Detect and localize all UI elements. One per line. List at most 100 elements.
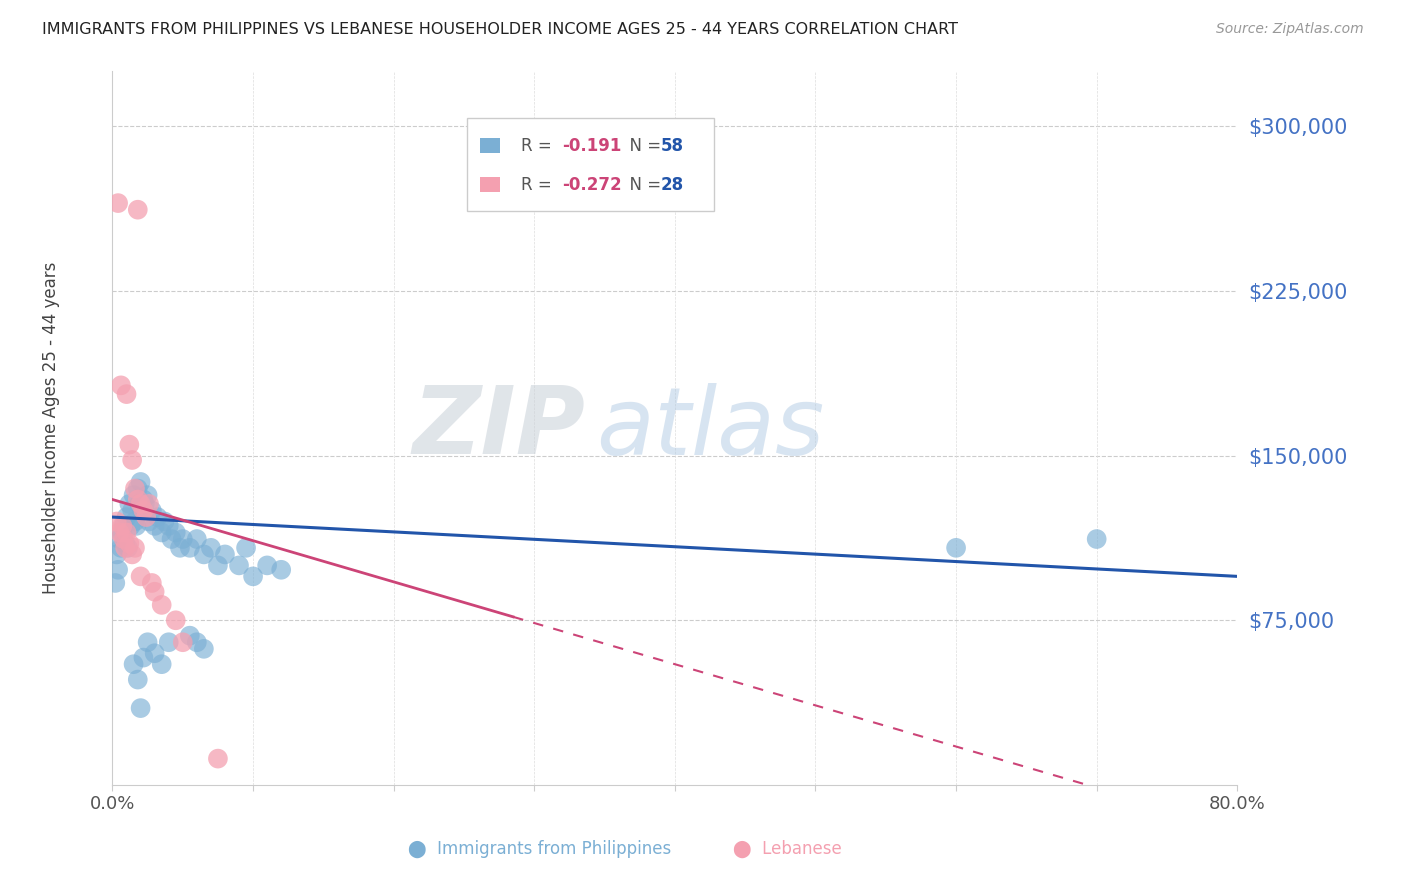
Text: 28: 28 [661,176,683,194]
Point [107,563,129,577]
Point [256,558,278,573]
Point [235,541,257,555]
Point [129,475,152,489]
Point [105,548,128,562]
Point [179,541,201,555]
Point [150,598,173,612]
Point [112,519,135,533]
Point [127,482,149,496]
Text: Source: ZipAtlas.com: Source: ZipAtlas.com [1216,22,1364,37]
Point [114,536,136,550]
Point [111,519,134,533]
Point [134,497,156,511]
FancyBboxPatch shape [467,118,714,211]
Point [107,196,129,211]
Text: Householder Income Ages 25 - 44 years: Householder Income Ages 25 - 44 years [42,262,59,594]
Point [157,519,180,533]
Point [115,510,138,524]
Point [193,548,215,562]
Point [124,482,146,496]
Point [127,673,149,687]
Point [143,584,166,599]
Point [186,635,208,649]
FancyBboxPatch shape [481,137,501,153]
Point [172,635,194,649]
Point [118,497,141,511]
Point [108,532,131,546]
Point [165,525,187,540]
Point [121,453,143,467]
Point [122,488,145,502]
Point [143,519,166,533]
Point [138,497,160,511]
Point [117,541,139,555]
Point [110,541,132,555]
Point [143,646,166,660]
Point [270,563,292,577]
Point [127,492,149,507]
Point [115,525,138,540]
Point [153,515,176,529]
Point [112,532,135,546]
Point [115,387,138,401]
Point [121,503,143,517]
Point [150,525,173,540]
Point [122,657,145,672]
Point [128,497,150,511]
Text: N =: N = [619,176,666,194]
Point [146,510,169,524]
FancyBboxPatch shape [481,177,501,193]
Point [138,515,160,529]
Text: ⬤  Immigrants from Philippines: ⬤ Immigrants from Philippines [408,840,672,858]
Point [169,541,191,555]
Point [111,525,134,540]
Point [136,635,159,649]
Point [105,515,128,529]
Text: R =: R = [520,136,557,154]
Point [157,635,180,649]
Point [945,541,967,555]
Point [214,548,236,562]
Point [179,629,201,643]
Point [121,548,143,562]
Point [132,503,155,517]
Point [108,525,131,540]
Text: N =: N = [619,136,666,154]
Point [120,519,142,533]
Point [125,519,148,533]
Point [207,751,229,765]
Point [1085,532,1108,546]
Point [129,497,152,511]
Point [114,541,136,555]
Point [160,532,183,546]
Point [141,576,163,591]
Point [131,503,153,517]
Point [136,488,159,502]
Point [132,650,155,665]
Point [118,437,141,451]
Point [110,378,132,392]
Point [228,558,250,573]
Point [172,532,194,546]
Point [193,641,215,656]
Point [124,515,146,529]
Text: R =: R = [520,176,557,194]
Text: IMMIGRANTS FROM PHILIPPINES VS LEBANESE HOUSEHOLDER INCOME AGES 25 - 44 YEARS CO: IMMIGRANTS FROM PHILIPPINES VS LEBANESE … [42,22,957,37]
Point [150,657,173,672]
Text: ZIP: ZIP [412,382,585,475]
Point [127,202,149,217]
Point [104,576,127,591]
Point [124,541,146,555]
Point [132,492,155,507]
Text: ⬤  Lebanese: ⬤ Lebanese [733,840,842,858]
Point [118,536,141,550]
Point [129,701,152,715]
Point [135,510,157,524]
Point [186,532,208,546]
Point [141,503,163,517]
Point [242,569,264,583]
Text: atlas: atlas [596,383,824,474]
Text: -0.272: -0.272 [562,176,621,194]
Text: 58: 58 [661,136,683,154]
Point [207,558,229,573]
